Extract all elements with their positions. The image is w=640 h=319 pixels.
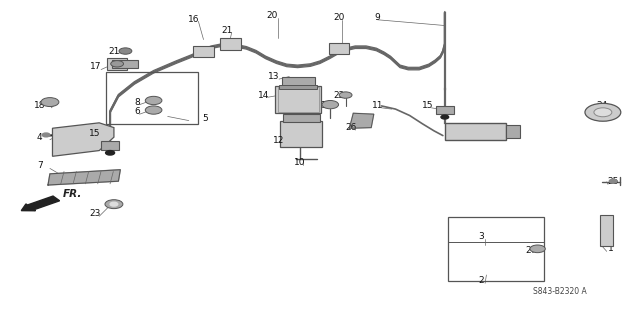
Text: 27: 27 [525, 246, 537, 255]
Circle shape [106, 151, 115, 155]
Circle shape [585, 103, 621, 121]
Circle shape [530, 245, 545, 253]
Text: 9: 9 [375, 13, 380, 22]
Polygon shape [349, 113, 374, 128]
Circle shape [441, 115, 449, 119]
Text: 15: 15 [89, 130, 100, 138]
Bar [220, 38, 241, 50]
Polygon shape [52, 123, 114, 156]
Circle shape [145, 96, 162, 105]
Bar [283, 114, 320, 122]
Text: 5: 5 [202, 114, 207, 122]
Text: 15: 15 [422, 101, 433, 110]
Text: 24: 24 [596, 101, 607, 110]
Circle shape [594, 108, 612, 117]
Bar [448, 217, 544, 281]
Polygon shape [48, 170, 120, 185]
Text: 14: 14 [258, 91, 269, 100]
Text: 1: 1 [609, 244, 614, 253]
Circle shape [110, 202, 118, 206]
Text: 18: 18 [34, 101, 45, 110]
Circle shape [609, 179, 617, 183]
Text: 26: 26 [345, 123, 356, 132]
Text: 19: 19 [321, 101, 332, 110]
Text: 2: 2 [479, 276, 484, 285]
FancyArrow shape [21, 196, 60, 211]
Bar [436, 106, 454, 114]
Bar [506, 125, 520, 138]
Bar [112, 60, 138, 68]
Bar [106, 72, 198, 124]
Text: 8: 8 [135, 98, 140, 107]
Text: 10: 10 [294, 158, 305, 167]
Bar [275, 86, 321, 113]
Text: 6: 6 [135, 107, 140, 116]
Text: 23: 23 [89, 209, 100, 218]
Bar [282, 77, 315, 87]
Text: 12: 12 [273, 136, 284, 145]
Text: 21: 21 [108, 47, 120, 56]
Bar [329, 43, 349, 54]
Bar [279, 85, 317, 89]
Text: 17: 17 [90, 63, 102, 71]
Text: FR.: FR. [63, 189, 82, 199]
Bar [600, 215, 613, 246]
Text: 3: 3 [479, 232, 484, 241]
Bar [445, 123, 506, 140]
Bar [107, 58, 127, 70]
Circle shape [322, 100, 339, 109]
Text: 20: 20 [266, 11, 278, 20]
Text: 7: 7 [37, 161, 42, 170]
Text: 4: 4 [37, 133, 42, 142]
Text: 13: 13 [268, 72, 280, 81]
Circle shape [105, 200, 123, 209]
Bar [278, 87, 319, 112]
Bar [193, 46, 214, 57]
Text: 20: 20 [333, 13, 345, 22]
Bar [101, 141, 119, 150]
Text: 11: 11 [372, 101, 383, 110]
Text: S843-B2320 A: S843-B2320 A [533, 287, 587, 296]
Circle shape [339, 92, 352, 98]
Bar [280, 121, 322, 147]
Text: 25: 25 [607, 177, 619, 186]
Circle shape [41, 98, 59, 107]
Circle shape [42, 133, 50, 137]
Circle shape [111, 61, 124, 67]
Text: 22: 22 [333, 91, 345, 100]
Circle shape [119, 48, 132, 54]
Text: 16: 16 [188, 15, 199, 24]
Text: 21: 21 [221, 26, 233, 35]
Circle shape [145, 106, 162, 114]
